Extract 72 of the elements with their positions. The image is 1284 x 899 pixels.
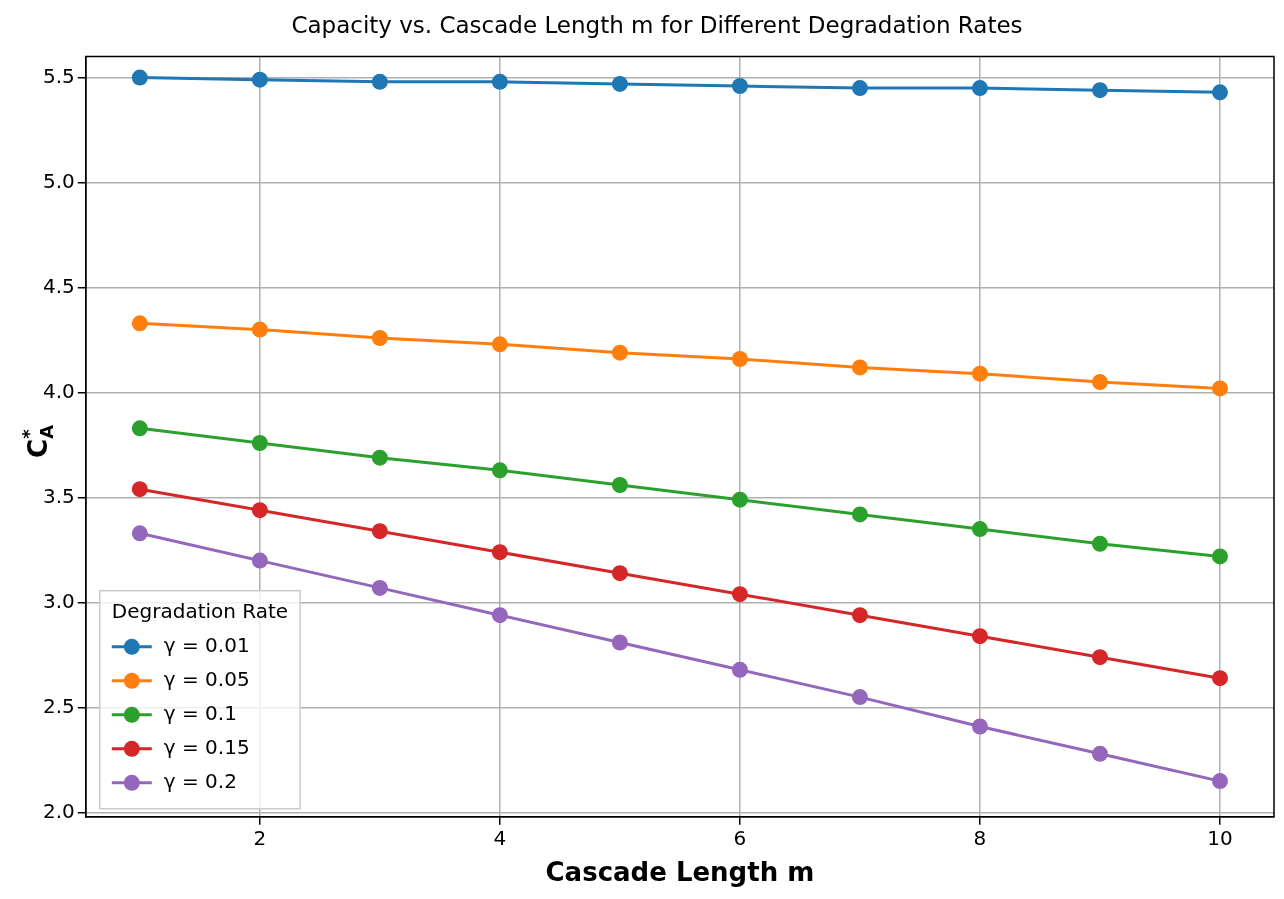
point bbox=[611, 634, 628, 651]
point bbox=[1211, 773, 1228, 790]
point bbox=[971, 628, 988, 645]
legend-title: Degradation Rate bbox=[111, 599, 289, 623]
x-tick-label: 6 bbox=[733, 826, 747, 850]
point bbox=[371, 449, 388, 466]
point bbox=[1091, 374, 1108, 391]
point bbox=[491, 462, 508, 479]
y-axis-title: CA* bbox=[18, 424, 57, 458]
point bbox=[371, 330, 388, 346]
point bbox=[131, 481, 148, 498]
point bbox=[251, 71, 268, 88]
point bbox=[731, 78, 748, 94]
point bbox=[1211, 548, 1228, 565]
point bbox=[491, 336, 508, 353]
y-tick-label: 2.5 bbox=[42, 693, 75, 718]
point bbox=[131, 420, 148, 437]
point bbox=[851, 607, 868, 624]
x-tick-label: 4 bbox=[493, 826, 507, 850]
y-tick-label: 2.0 bbox=[42, 798, 75, 823]
point bbox=[491, 73, 508, 90]
y-tick-label: 3.0 bbox=[42, 588, 75, 613]
point bbox=[611, 75, 628, 92]
y-tick-label: 3.5 bbox=[42, 483, 75, 508]
legend-label: γ = 0.15 bbox=[163, 735, 250, 759]
point bbox=[1091, 82, 1108, 99]
point bbox=[491, 607, 508, 624]
point bbox=[851, 359, 868, 376]
point bbox=[131, 69, 148, 86]
point bbox=[1091, 745, 1108, 762]
point bbox=[851, 80, 868, 97]
point bbox=[251, 435, 268, 451]
point bbox=[851, 689, 868, 706]
point bbox=[371, 523, 388, 540]
point bbox=[731, 491, 748, 508]
point bbox=[251, 502, 268, 519]
point bbox=[611, 565, 628, 582]
point bbox=[971, 365, 988, 382]
x-axis-title: Cascade Length m bbox=[545, 857, 815, 888]
point bbox=[251, 552, 268, 569]
point bbox=[611, 344, 628, 361]
point bbox=[731, 351, 748, 367]
point bbox=[371, 579, 388, 596]
y-tick-label: 5.5 bbox=[42, 63, 75, 88]
chart-title: Capacity vs. Cascade Length m for Different Degradation Rates bbox=[291, 11, 1023, 38]
point bbox=[611, 477, 628, 493]
legend-label: γ = 0.01 bbox=[163, 633, 250, 657]
y-tick-label: 5.0 bbox=[42, 168, 75, 193]
legend-label: γ = 0.2 bbox=[163, 769, 237, 793]
point bbox=[1211, 84, 1228, 101]
point bbox=[971, 80, 988, 97]
point bbox=[731, 661, 748, 678]
point bbox=[971, 718, 988, 735]
point bbox=[491, 544, 508, 561]
legend-label: γ = 0.1 bbox=[163, 701, 237, 725]
y-tick-label: 4.5 bbox=[42, 273, 75, 298]
x-tick-label: 2 bbox=[253, 826, 267, 850]
x-tick-label: 8 bbox=[973, 826, 987, 850]
point bbox=[371, 73, 388, 90]
point bbox=[971, 521, 988, 538]
point bbox=[1211, 380, 1228, 397]
point bbox=[731, 586, 748, 603]
point bbox=[1091, 649, 1108, 666]
y-tick-label: 4.0 bbox=[42, 378, 75, 403]
point bbox=[251, 321, 268, 338]
point bbox=[851, 506, 868, 523]
point bbox=[1211, 670, 1228, 687]
point bbox=[131, 315, 148, 332]
point bbox=[131, 525, 148, 542]
x-tick-label: 10 bbox=[1207, 826, 1233, 850]
legend-label: γ = 0.05 bbox=[163, 667, 250, 691]
point bbox=[1091, 535, 1108, 552]
